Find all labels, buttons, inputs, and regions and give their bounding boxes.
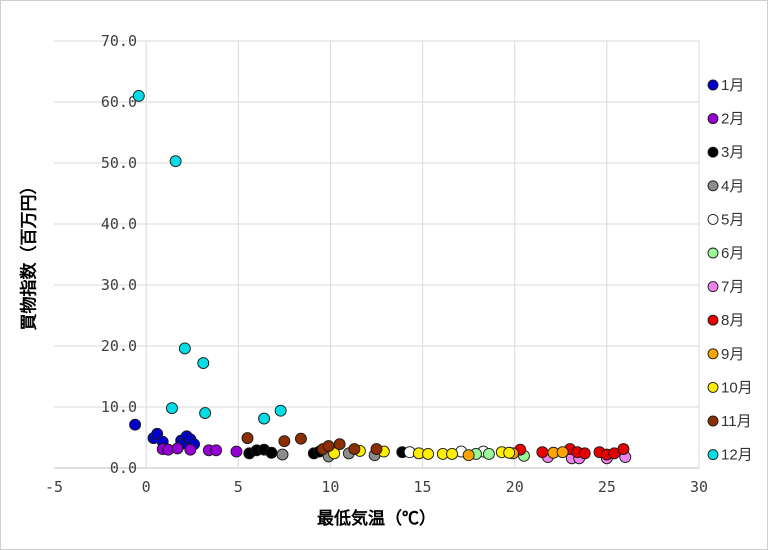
data-point xyxy=(171,442,184,455)
legend-label: 7月 xyxy=(721,279,744,296)
data-point xyxy=(132,89,145,102)
x-tick-label: 30 xyxy=(690,478,708,496)
series-12月 xyxy=(132,89,287,425)
legend-item-4月: 4月 xyxy=(707,178,744,195)
legend-swatch xyxy=(707,79,719,91)
legend-swatch xyxy=(707,314,719,326)
series-11月 xyxy=(241,432,383,456)
data-point xyxy=(165,402,178,415)
legend-swatch xyxy=(707,381,719,393)
data-point xyxy=(422,448,435,460)
legend-label: 4月 xyxy=(721,178,744,195)
legend-label: 6月 xyxy=(721,245,744,262)
data-point xyxy=(178,342,191,355)
data-point xyxy=(578,447,591,460)
legend-item-11月: 11月 xyxy=(707,413,752,430)
y-tick-label: 10.0 xyxy=(101,398,137,416)
data-point xyxy=(169,155,182,168)
data-point xyxy=(348,443,361,456)
legend-item-5月: 5月 xyxy=(707,211,744,228)
legend-label: 8月 xyxy=(721,312,744,329)
data-point xyxy=(617,443,630,456)
y-tick-label: 30.0 xyxy=(101,276,137,294)
data-point xyxy=(197,357,210,370)
x-tick-label: 15 xyxy=(414,478,432,496)
data-point xyxy=(276,448,289,461)
data-point xyxy=(446,448,459,460)
data-point xyxy=(199,407,212,420)
data-point xyxy=(462,449,475,462)
legend-swatch xyxy=(707,180,719,192)
y-tick-label: 60.0 xyxy=(101,93,137,111)
legend-label: 12月 xyxy=(721,447,753,464)
data-point xyxy=(503,446,516,459)
data-point xyxy=(274,404,287,417)
legend-item-1月: 1月 xyxy=(707,77,744,94)
y-tick-label: 0.0 xyxy=(110,459,137,477)
x-tick-label: 25 xyxy=(598,478,616,496)
legend-label: 2月 xyxy=(721,111,744,128)
x-axis-title: 最低気温（℃） xyxy=(317,509,436,528)
legend-item-9月: 9月 xyxy=(707,346,744,363)
data-point xyxy=(333,438,346,451)
x-tick-label: 20 xyxy=(506,478,524,496)
data-point xyxy=(230,445,243,458)
series-10月 xyxy=(328,444,516,460)
series-2月 xyxy=(156,442,243,458)
legend-item-6月: 6月 xyxy=(707,245,744,262)
y-tick-label: 50.0 xyxy=(101,154,137,172)
data-point xyxy=(322,440,335,452)
y-axis-title: 買物指数（百万円） xyxy=(19,177,39,331)
legend-label: 3月 xyxy=(721,144,744,161)
data-point xyxy=(265,446,278,459)
legend-swatch xyxy=(707,415,719,427)
data-point xyxy=(184,443,197,456)
data-point xyxy=(278,435,291,448)
legend-swatch xyxy=(707,348,719,360)
y-tick-label: 40.0 xyxy=(101,215,137,233)
data-point xyxy=(129,418,142,431)
x-tick-label: -5 xyxy=(45,478,63,496)
data-point xyxy=(482,448,495,460)
data-point xyxy=(241,432,254,445)
legend-swatch xyxy=(707,146,719,158)
y-tick-label: 70.0 xyxy=(101,32,137,50)
legend-label: 1月 xyxy=(721,77,744,94)
legend-swatch xyxy=(707,449,719,461)
data-point xyxy=(210,444,223,457)
legend-swatch xyxy=(707,213,719,225)
legend-item-12月: 12月 xyxy=(707,447,753,464)
data-point xyxy=(258,412,271,425)
data-point xyxy=(370,443,383,456)
series-8月 xyxy=(514,443,630,461)
y-tick-label: 20.0 xyxy=(101,337,137,355)
x-tick-label: 5 xyxy=(234,478,243,496)
legend-item-2月: 2月 xyxy=(707,111,744,128)
legend-item-8月: 8月 xyxy=(707,312,744,329)
legend-swatch xyxy=(707,281,719,293)
data-point xyxy=(556,446,569,459)
x-tick-label: 10 xyxy=(321,478,339,496)
legend-item-7月: 7月 xyxy=(707,279,744,296)
data-point xyxy=(536,446,549,459)
legend-label: 5月 xyxy=(721,211,744,228)
legend-item-10月: 10月 xyxy=(707,379,753,396)
data-point xyxy=(294,432,307,445)
chart-legend: 1月 2月 3月 4月 5月 6月 7月 8月 9月 10月 11月 12月 xyxy=(707,77,753,464)
x-tick-label: 0 xyxy=(142,478,151,496)
legend-item-3月: 3月 xyxy=(707,144,744,161)
legend-label: 11月 xyxy=(721,413,752,430)
legend-label: 10月 xyxy=(721,379,753,396)
legend-swatch xyxy=(707,113,719,125)
legend-label: 9月 xyxy=(721,346,744,363)
series-9月 xyxy=(462,446,569,462)
legend-swatch xyxy=(707,247,719,259)
